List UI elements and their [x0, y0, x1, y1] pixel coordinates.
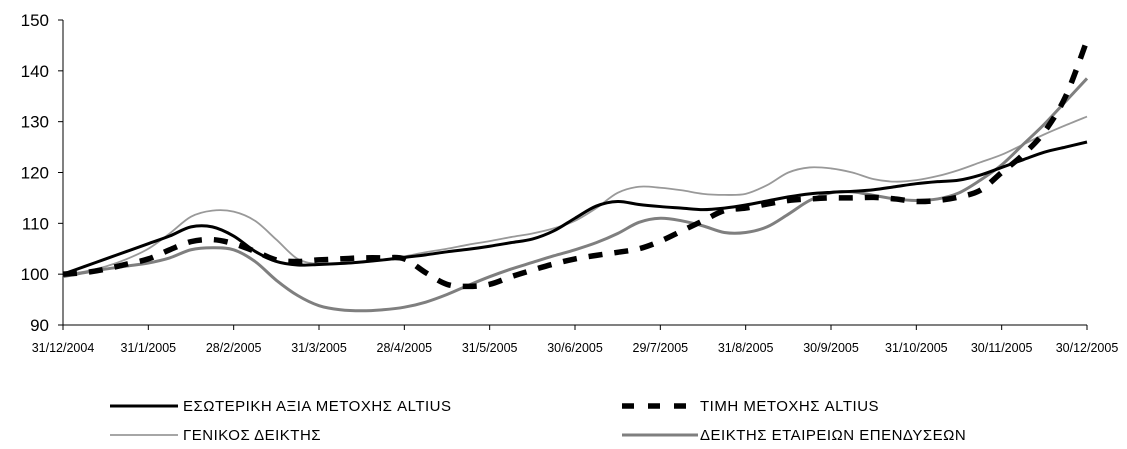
y-tick-label: 130	[21, 113, 49, 132]
y-tick-label: 150	[21, 11, 49, 30]
x-tick-label: 28/2/2005	[206, 341, 262, 355]
y-tick-label: 110	[22, 214, 49, 233]
legend-label: ΔΕΙΚΤΗΣ ΕΤΑΙΡΕΙΩΝ ΕΠΕΝΔΥΣΕΩΝ	[700, 427, 966, 444]
legend-label: ΓΕΝΙΚΟΣ ΔΕΙΚΤΗΣ	[183, 427, 321, 444]
x-tick-label: 31/3/2005	[291, 341, 347, 355]
x-tick-label: 30/9/2005	[803, 341, 859, 355]
series-line-3	[62, 77, 1089, 313]
x-tick-label: 31/8/2005	[718, 341, 774, 355]
legend-entry: ΔΕΙΚΤΗΣ ΕΤΑΙΡΕΙΩΝ ΕΠΕΝΔΥΣΕΩΝ	[622, 427, 966, 444]
legend-entry: ΤΙΜΗ ΜΕΤΟΧΗΣ ALTIUS	[622, 398, 879, 415]
x-tick-label: 30/11/2005	[971, 341, 1033, 355]
x-tick-label: 30/12/2005	[1056, 341, 1119, 355]
y-tick-label: 90	[30, 316, 49, 335]
y-tick-label: 120	[21, 164, 49, 183]
x-tick-label: 31/12/2004	[32, 341, 95, 355]
legend-entry: ΕΣΩΤΕΡΙΚΗ ΑΞΙΑ ΜΕΤΟΧΗΣ ALTIUS	[110, 398, 452, 415]
x-tick-label: 31/1/2005	[121, 341, 177, 355]
y-tick-label: 140	[21, 62, 49, 81]
series-line-0	[62, 140, 1088, 276]
legend-entry: ΓΕΝΙΚΟΣ ΔΕΙΚΤΗΣ	[110, 427, 321, 444]
legend-label: ΤΙΜΗ ΜΕΤΟΧΗΣ ALTIUS	[700, 398, 879, 415]
x-tick-label: 29/7/2005	[633, 341, 689, 355]
x-tick-label: 31/10/2005	[885, 341, 948, 355]
x-tick-label: 31/5/2005	[462, 341, 518, 355]
legend-label: ΕΣΩΤΕΡΙΚΗ ΑΞΙΑ ΜΕΤΟΧΗΣ ALTIUS	[183, 398, 452, 415]
series-line-1	[62, 39, 1090, 290]
series-line-2	[62, 115, 1088, 276]
y-tick-label: 100	[21, 265, 49, 284]
x-tick-label: 28/4/2005	[377, 341, 433, 355]
x-tick-label: 30/6/2005	[547, 341, 603, 355]
